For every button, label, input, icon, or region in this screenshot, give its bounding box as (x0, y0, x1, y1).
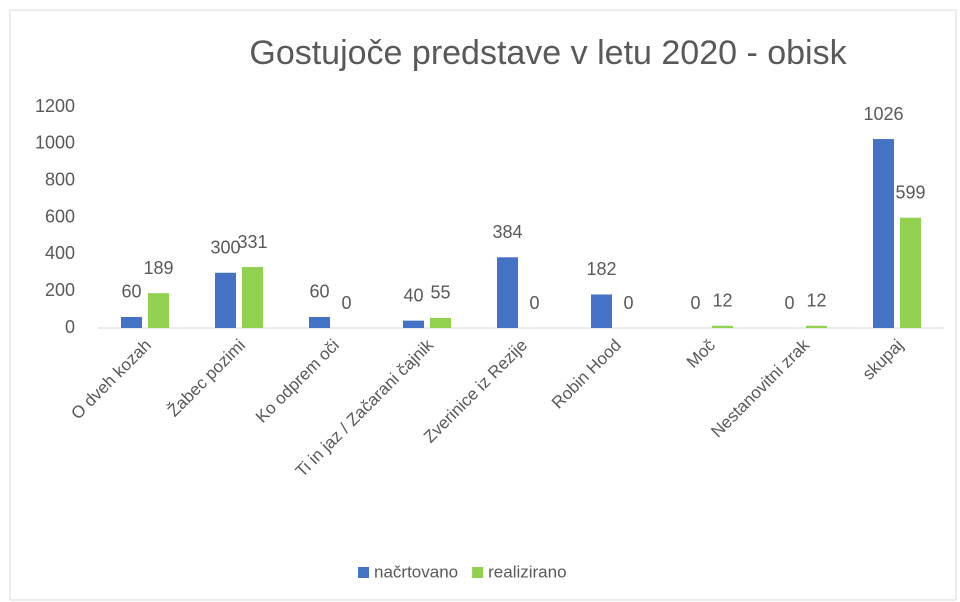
data-label: 384 (492, 222, 522, 242)
bar (215, 272, 236, 328)
data-label: 60 (121, 282, 141, 302)
bar (121, 316, 142, 328)
bar (497, 257, 518, 328)
y-tick-label: 1000 (35, 133, 75, 153)
data-label: 182 (586, 259, 616, 279)
y-tick-label: 1200 (35, 96, 75, 116)
chart-title: Gostujoče predstave v letu 2020 - obisk (249, 34, 847, 72)
data-label: 12 (806, 291, 826, 311)
y-tick-label: 400 (45, 243, 75, 263)
bar (806, 325, 827, 328)
y-tick-label: 200 (45, 280, 75, 300)
data-label: 0 (690, 293, 700, 313)
data-label: 60 (309, 282, 329, 302)
y-tick-label: 800 (45, 169, 75, 189)
data-label: 55 (430, 283, 450, 303)
bar (712, 325, 733, 328)
bar (242, 267, 263, 328)
y-tick-label: 0 (65, 317, 75, 337)
data-label: 599 (895, 182, 925, 202)
data-label: 0 (623, 293, 633, 313)
legend-label: realizirano (488, 562, 566, 581)
data-label: 0 (784, 293, 794, 313)
data-label: 0 (341, 293, 351, 313)
data-label: 12 (712, 291, 732, 311)
data-label: 0 (529, 293, 539, 313)
y-tick-label: 600 (45, 206, 75, 226)
data-label: 300 (210, 238, 240, 258)
data-label: 189 (143, 258, 173, 278)
bar (430, 317, 451, 328)
legend-swatch (472, 567, 484, 578)
bar (309, 316, 330, 328)
legend-label: načrtovano (374, 562, 458, 581)
bar (873, 139, 894, 328)
data-label: 40 (403, 285, 423, 305)
bar (900, 217, 921, 328)
bar (148, 293, 169, 328)
bar (403, 320, 424, 328)
data-label: 1026 (863, 104, 903, 124)
legend-swatch (358, 567, 369, 578)
bar (591, 294, 612, 328)
data-label: 331 (237, 232, 267, 252)
